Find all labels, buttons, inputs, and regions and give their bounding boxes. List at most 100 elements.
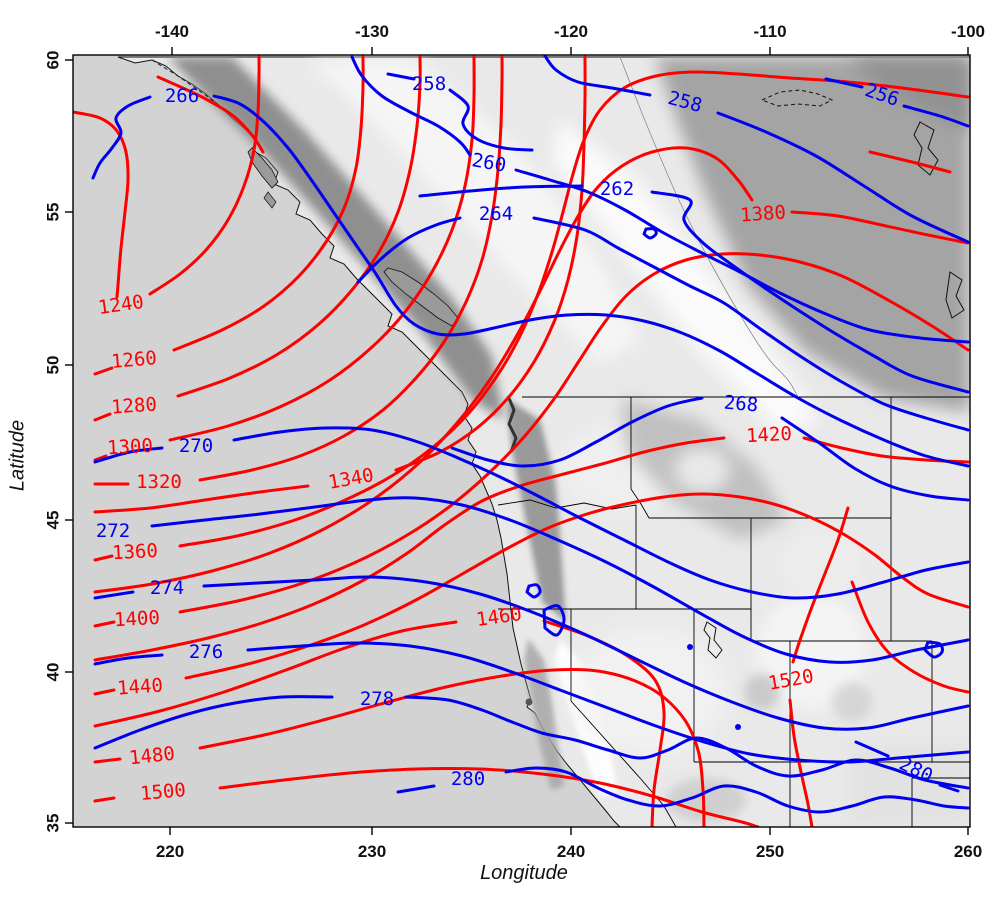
temperature-contour-258 [543,55,970,244]
contour-label-1300: 1300 [107,435,154,459]
x-axis-title: Longitude [480,862,568,884]
contour-line [148,55,261,296]
contour-line [176,55,422,398]
contour-label-1500: 1500 [139,779,187,805]
contour-label-1280: 1280 [110,393,157,418]
top-axis-tick-label: -120 [554,22,588,41]
height-contour-unlabeled [156,75,265,154]
terrain-bitterroots [674,448,730,492]
terrain-az-desert [666,778,746,822]
contour-line [791,506,850,664]
contour-line [73,110,130,299]
terrain-great-basin [570,628,726,756]
contour-line [525,583,542,599]
contour-label-264: 264 [479,203,513,225]
temperature-contour-unlabeled [735,724,741,730]
contour-line [790,210,970,245]
contour-line [854,740,890,758]
bottom-axis-tick-label: 260 [954,842,982,861]
contour-line [150,496,970,664]
temperature-contour-266 [91,94,970,468]
contour-line [184,492,970,680]
plot-frame [72,54,971,828]
contour-line [93,446,164,464]
contour-line [202,575,970,731]
contour-line [156,75,265,154]
haida-gwaii-island-south [263,191,277,209]
height-contour-1480 [93,668,706,827]
contour-line [93,412,112,422]
contour-line [93,454,108,462]
contour-line [93,757,122,764]
san-francisco-bay [525,698,533,706]
contour-line [902,104,970,128]
axes: -140 -130 -120 -110 -100 220 230 240 250 260 60 55 5… [44,22,986,861]
contour-line [93,554,114,562]
contour-label-1320: 1320 [136,471,182,493]
bottom-axis-tick-label: 220 [156,842,184,861]
top-axis-tick-label: -110 [753,22,786,41]
contour-line [642,227,658,240]
contour-line [404,695,970,790]
bottom-axis-tick-label: 230 [358,842,386,861]
contour-label-276: 276 [189,641,223,663]
terrain-co-rockies [832,682,872,722]
terrain-ne-plains [655,57,970,412]
height-contour-1240 [73,55,261,299]
terrain-central-valley [524,638,564,790]
contour-line [93,590,135,600]
contour-label-258: 258 [412,73,446,95]
contour-line [824,77,864,89]
contour-line [418,184,584,198]
temperature-contour-256 [824,77,970,128]
vancouver-island [383,267,459,327]
contour-line [780,416,970,502]
contour-line [93,688,116,696]
top-axis-tick-label: -140 [155,22,189,41]
left-axis-tick-label: 45 [44,511,63,530]
contour-line [218,766,760,827]
contour-label-1260: 1260 [110,347,158,373]
top-axis-tick-label: -130 [355,22,389,41]
contour-line [93,620,458,728]
y-axis-title: Latitude [6,419,29,492]
left-axis-tick-label: 40 [44,663,63,682]
height-contour-1320 [93,55,504,486]
contour-label-1480: 1480 [128,743,176,770]
contour-line [91,95,152,180]
state-border [497,499,637,510]
contour-line [504,766,970,814]
height-contour-1380 [93,146,970,594]
contour-label-278: 278 [360,688,394,710]
contour-line [850,580,970,694]
temperature-contour-268 [450,396,970,502]
contour-line [178,252,970,614]
height-contour-1360 [93,70,970,562]
height-contour-1440 [93,492,970,696]
temperature-contour-272 [150,496,970,664]
contour-line [532,216,970,432]
left-axis-tick-label: 60 [44,51,63,70]
height-contours [73,55,970,827]
contour-line [93,366,114,376]
contour-label-272: 272 [96,520,130,542]
height-contour-1260 [93,55,365,376]
contour-label-1400: 1400 [114,607,161,631]
contour-line [923,640,944,659]
temperature-contour-258 [386,72,534,152]
contour-line [212,94,970,468]
bottom-axis-tick-label: 240 [557,842,585,861]
contour-line [542,604,566,637]
state-border [630,488,650,519]
contour-line [450,396,704,468]
contour-label-270: 270 [179,435,213,457]
great-salt-lake [703,621,723,659]
contour-line [93,796,116,803]
bc-alberta-border [619,56,799,398]
contour-label-268: 268 [723,392,759,417]
contour-label-1440: 1440 [116,674,163,699]
contour-line [396,784,436,794]
contour-label-274: 274 [150,577,184,599]
